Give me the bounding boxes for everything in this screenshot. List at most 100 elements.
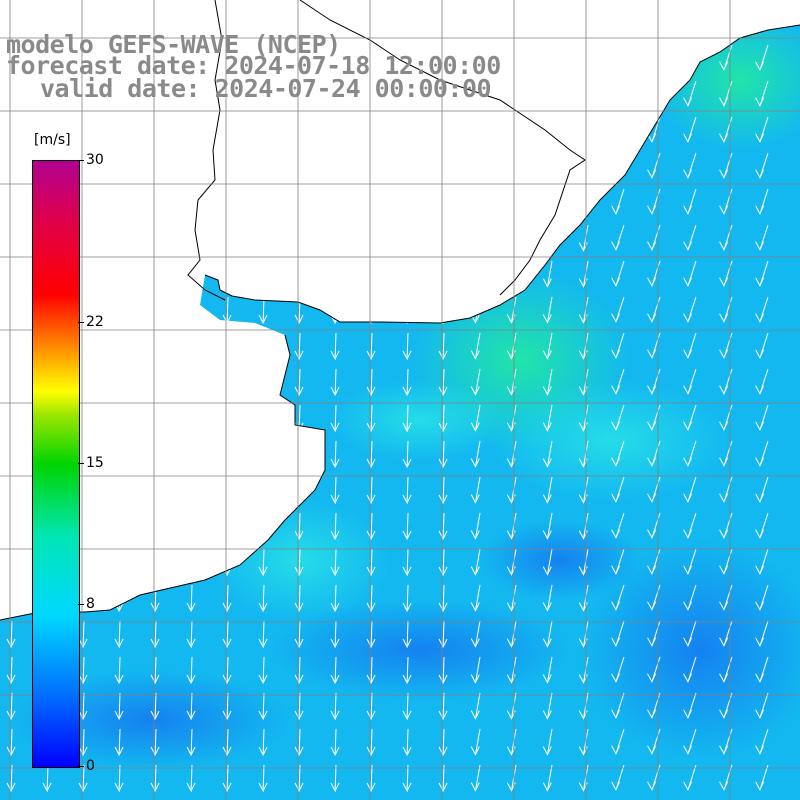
wind-arrow xyxy=(402,332,412,361)
wind-arrow xyxy=(186,584,196,613)
wind-arrow xyxy=(611,656,625,683)
wind-arrow xyxy=(719,80,733,107)
colorbar-tick-mark xyxy=(78,463,84,464)
wind-arrow xyxy=(150,728,160,757)
wind-arrow xyxy=(719,44,733,71)
wind-arrow xyxy=(647,620,661,647)
wind-arrow xyxy=(611,296,625,323)
wind-arrow xyxy=(719,152,733,179)
wind-arrow xyxy=(186,692,196,721)
wind-arrow xyxy=(683,548,697,575)
wind-arrow xyxy=(647,692,661,719)
wind-arrow xyxy=(258,548,268,577)
colorbar-tick-mark xyxy=(78,160,84,161)
wind-arrow xyxy=(186,620,196,649)
wind-arrow xyxy=(542,620,553,648)
wind-arrow xyxy=(755,512,769,539)
wind-arrow xyxy=(755,224,769,251)
wind-arrow xyxy=(719,404,733,431)
wind-arrow xyxy=(366,404,376,433)
wind-arrow xyxy=(755,548,769,575)
wind-arrow xyxy=(611,260,625,287)
wind-arrow xyxy=(6,692,16,721)
wind-arrow xyxy=(683,620,697,647)
wind-arrow xyxy=(438,692,448,721)
wind-arrow xyxy=(186,764,196,793)
wind-arrow xyxy=(222,692,232,721)
wind-arrow xyxy=(470,656,481,684)
wind-arrow xyxy=(6,764,16,793)
wind-arrow xyxy=(611,224,625,251)
wind-arrow xyxy=(294,368,304,397)
wind-arrow xyxy=(470,764,481,792)
wind-arrow xyxy=(542,692,553,720)
wind-arrow xyxy=(6,656,16,685)
wind-arrow xyxy=(366,440,376,469)
wind-arrow xyxy=(683,116,697,143)
wind-arrow xyxy=(330,512,340,541)
wind-arrow xyxy=(402,728,412,757)
wind-arrow xyxy=(222,728,232,757)
wind-arrow xyxy=(114,656,124,685)
wind-arrow xyxy=(6,728,16,757)
wind-arrow xyxy=(719,584,733,611)
wind-arrow xyxy=(402,368,412,397)
wind-arrow xyxy=(402,548,412,577)
wind-arrow xyxy=(470,728,481,756)
wind-arrow xyxy=(438,656,448,685)
wind-arrow xyxy=(402,404,412,433)
wind-arrow xyxy=(78,692,88,721)
wind-arrow xyxy=(294,332,304,361)
wind-arrow xyxy=(258,728,268,757)
wind-arrow xyxy=(294,512,304,541)
wind-arrow xyxy=(366,728,376,757)
wind-arrow xyxy=(755,476,769,503)
wind-arrow xyxy=(719,548,733,575)
wind-arrow xyxy=(647,476,661,503)
wind-arrow xyxy=(647,116,661,143)
wind-arrow xyxy=(114,764,124,793)
wind-arrow xyxy=(366,692,376,721)
wind-arrow xyxy=(294,620,304,649)
wind-arrow xyxy=(470,368,481,396)
colorbar-tick-label: 22 xyxy=(86,313,104,330)
wind-arrow xyxy=(470,548,481,576)
wind-arrow xyxy=(402,476,412,505)
wind-arrow xyxy=(611,188,625,215)
wind-arrow xyxy=(683,764,697,791)
wind-arrow xyxy=(186,656,196,685)
wind-arrow xyxy=(683,224,697,251)
wind-arrow xyxy=(470,692,481,720)
wind-arrow xyxy=(330,656,340,685)
wind-arrow xyxy=(438,332,448,361)
wind-arrow xyxy=(755,188,769,215)
wind-arrow xyxy=(402,764,412,793)
wind-arrow xyxy=(611,584,625,611)
wind-arrow xyxy=(78,656,88,685)
wind-arrow xyxy=(78,728,88,757)
wind-arrow xyxy=(470,404,481,432)
wind-arrow xyxy=(719,764,733,791)
wind-arrow xyxy=(258,296,268,325)
wind-arrow xyxy=(611,692,625,719)
wind-arrow xyxy=(719,728,733,755)
wind-arrow xyxy=(755,656,769,683)
wind-arrow xyxy=(755,404,769,431)
wind-arrow xyxy=(258,764,268,793)
wind-arrow xyxy=(683,368,697,395)
wind-arrow xyxy=(683,80,697,107)
wind-arrow xyxy=(719,116,733,143)
wind-arrow xyxy=(402,512,412,541)
wind-arrow xyxy=(683,260,697,287)
wind-arrow xyxy=(755,620,769,647)
wind-arrow xyxy=(719,224,733,251)
wind-arrow xyxy=(470,512,481,540)
wind-arrow xyxy=(402,656,412,685)
wind-arrow xyxy=(719,476,733,503)
wind-arrow xyxy=(366,548,376,577)
wind-arrow xyxy=(647,260,661,287)
wind-arrow xyxy=(542,728,553,756)
wind-arrow xyxy=(755,296,769,323)
wind-arrow xyxy=(647,764,661,791)
wind-arrow xyxy=(294,728,304,757)
